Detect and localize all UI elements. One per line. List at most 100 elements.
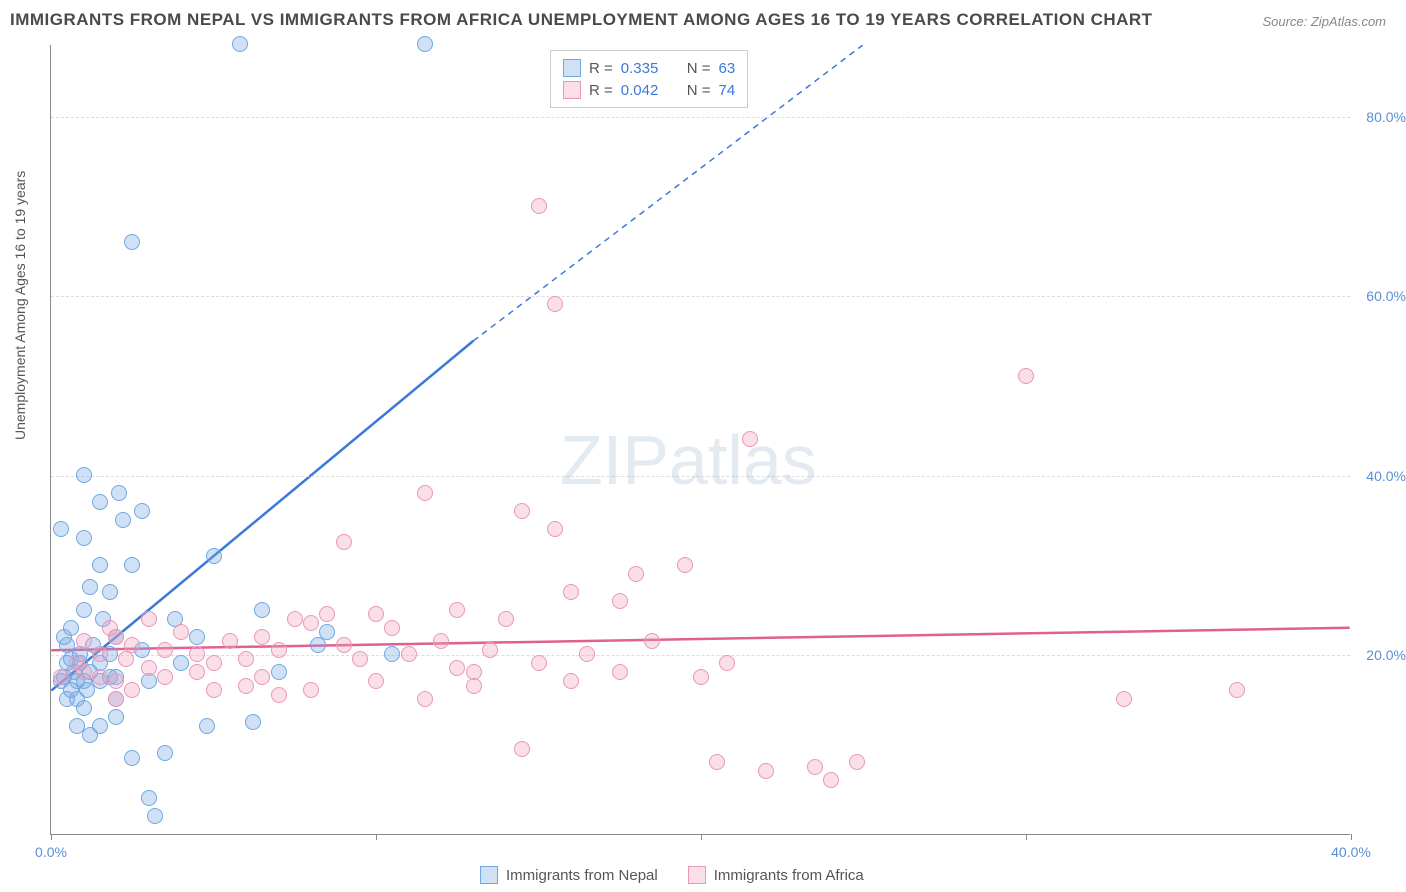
- trend-line: [51, 628, 1349, 650]
- scatter-point: [199, 718, 215, 734]
- scatter-point: [108, 709, 124, 725]
- legend-r-label: R =: [589, 82, 613, 99]
- legend-swatch: [688, 866, 706, 884]
- scatter-point: [141, 611, 157, 627]
- scatter-point: [849, 754, 865, 770]
- scatter-point: [514, 503, 530, 519]
- scatter-point: [124, 234, 140, 250]
- scatter-point: [92, 494, 108, 510]
- scatter-point: [134, 503, 150, 519]
- scatter-point: [709, 754, 725, 770]
- scatter-point: [482, 642, 498, 658]
- scatter-point: [206, 548, 222, 564]
- scatter-point: [232, 36, 248, 52]
- scatter-point: [157, 745, 173, 761]
- scatter-point: [628, 566, 644, 582]
- scatter-point: [531, 655, 547, 671]
- scatter-point: [310, 637, 326, 653]
- scatter-point: [238, 651, 254, 667]
- scatter-point: [303, 615, 319, 631]
- chart-title: IMMIGRANTS FROM NEPAL VS IMMIGRANTS FROM…: [10, 10, 1153, 30]
- legend-r-value: 0.042: [621, 82, 669, 99]
- legend-swatch: [480, 866, 498, 884]
- scatter-point: [108, 673, 124, 689]
- legend-series-item: Immigrants from Africa: [688, 866, 864, 884]
- scatter-point: [79, 682, 95, 698]
- scatter-point: [102, 584, 118, 600]
- legend-n-value: 74: [719, 82, 736, 99]
- x-tick-label: 40.0%: [1331, 844, 1371, 860]
- legend-n-label: N =: [687, 82, 711, 99]
- scatter-point: [124, 682, 140, 698]
- scatter-point: [76, 633, 92, 649]
- scatter-point: [742, 431, 758, 447]
- y-tick-label: 20.0%: [1366, 647, 1406, 663]
- y-tick-label: 80.0%: [1366, 109, 1406, 125]
- source-attribution: Source: ZipAtlas.com: [1262, 14, 1386, 29]
- scatter-point: [287, 611, 303, 627]
- x-tick-label: 0.0%: [35, 844, 67, 860]
- scatter-point: [56, 629, 72, 645]
- scatter-point: [53, 521, 69, 537]
- scatter-point: [433, 633, 449, 649]
- scatter-point: [758, 763, 774, 779]
- scatter-point: [157, 642, 173, 658]
- legend-series-label: Immigrants from Nepal: [506, 867, 658, 884]
- scatter-point: [189, 664, 205, 680]
- legend-stats: R =0.335N =63R =0.042N =74: [550, 50, 748, 108]
- scatter-point: [189, 629, 205, 645]
- scatter-point: [368, 673, 384, 689]
- scatter-point: [401, 646, 417, 662]
- scatter-point: [384, 620, 400, 636]
- scatter-point: [254, 602, 270, 618]
- scatter-point: [319, 624, 335, 640]
- x-tick-mark: [1026, 834, 1027, 840]
- scatter-point: [245, 714, 261, 730]
- x-tick-mark: [701, 834, 702, 840]
- scatter-point: [1229, 682, 1245, 698]
- scatter-point: [1116, 691, 1132, 707]
- scatter-point: [124, 750, 140, 766]
- scatter-point: [141, 790, 157, 806]
- scatter-point: [498, 611, 514, 627]
- y-tick-label: 40.0%: [1366, 468, 1406, 484]
- scatter-point: [612, 664, 628, 680]
- scatter-point: [579, 646, 595, 662]
- scatter-point: [254, 629, 270, 645]
- scatter-point: [677, 557, 693, 573]
- plot-area: 20.0%40.0%60.0%80.0%0.0%40.0%: [50, 45, 1350, 835]
- scatter-point: [531, 198, 547, 214]
- scatter-point: [82, 579, 98, 595]
- x-tick-mark: [376, 834, 377, 840]
- scatter-point: [352, 651, 368, 667]
- scatter-point: [271, 687, 287, 703]
- legend-r-value: 0.335: [621, 60, 669, 77]
- scatter-point: [807, 759, 823, 775]
- scatter-point: [319, 606, 335, 622]
- scatter-point: [693, 669, 709, 685]
- scatter-point: [417, 485, 433, 501]
- scatter-point: [53, 669, 69, 685]
- scatter-point: [92, 557, 108, 573]
- legend-series-item: Immigrants from Nepal: [480, 866, 658, 884]
- scatter-point: [644, 633, 660, 649]
- scatter-point: [115, 512, 131, 528]
- scatter-point: [92, 646, 108, 662]
- scatter-point: [82, 727, 98, 743]
- scatter-point: [823, 772, 839, 788]
- scatter-point: [514, 741, 530, 757]
- scatter-point: [466, 678, 482, 694]
- x-tick-mark: [51, 834, 52, 840]
- x-tick-mark: [1351, 834, 1352, 840]
- scatter-point: [563, 673, 579, 689]
- scatter-point: [173, 655, 189, 671]
- scatter-point: [206, 655, 222, 671]
- scatter-point: [547, 521, 563, 537]
- scatter-point: [147, 808, 163, 824]
- scatter-point: [336, 534, 352, 550]
- scatter-point: [76, 530, 92, 546]
- scatter-point: [384, 646, 400, 662]
- scatter-point: [124, 557, 140, 573]
- scatter-point: [336, 637, 352, 653]
- scatter-point: [417, 36, 433, 52]
